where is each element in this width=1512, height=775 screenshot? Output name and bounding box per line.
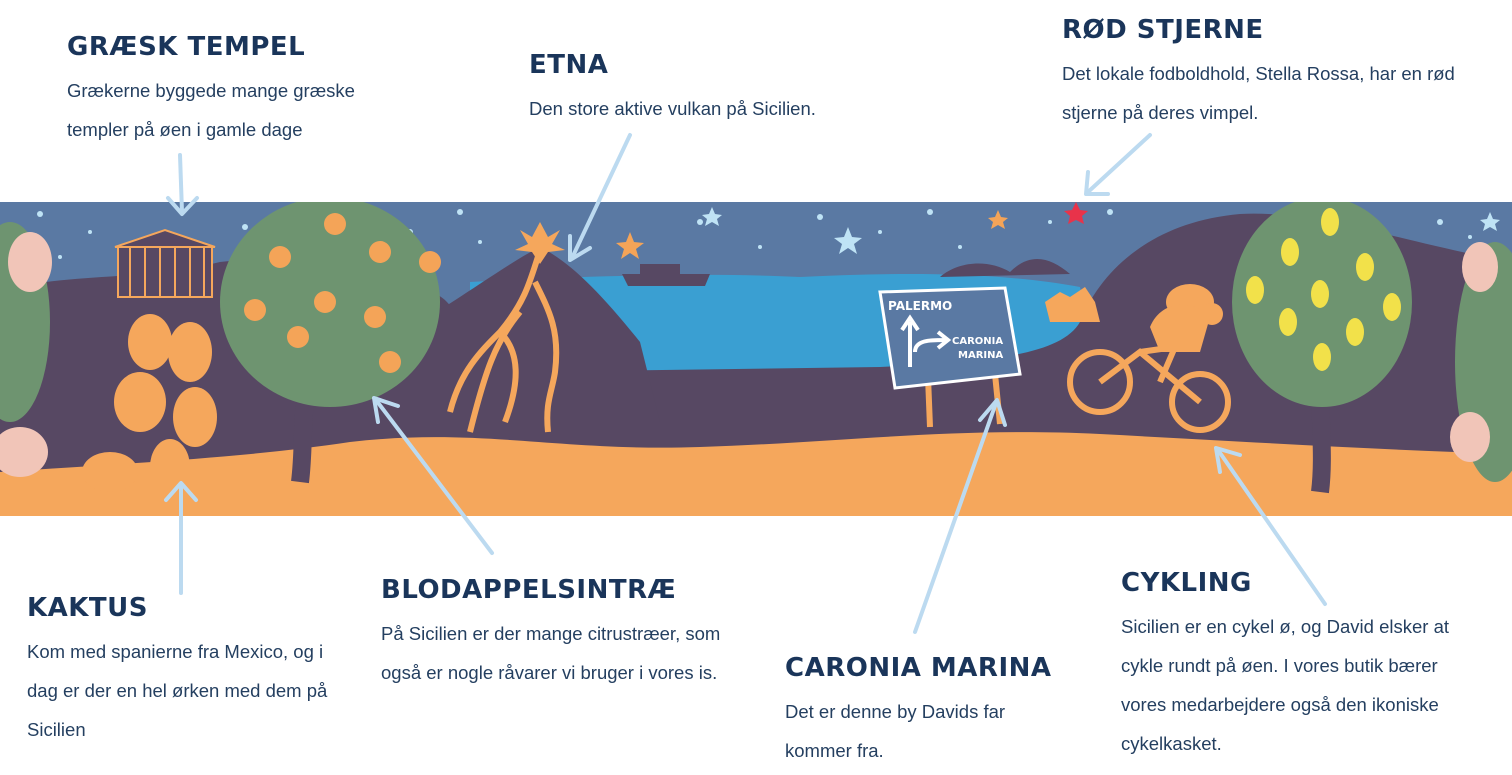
etna-volcano — [420, 247, 660, 422]
sign-label-marina: MARINA — [958, 350, 1003, 361]
far-island — [940, 259, 1070, 277]
callout-title: BLODAPPELSINTRÆ — [381, 575, 677, 605]
eruption-burst — [515, 222, 565, 264]
cyclist — [1067, 343, 1231, 433]
callout-text: Sicilien er en cykel ø, og David elsker … — [1121, 616, 1449, 755]
callout-cycling: CYKLING Sicilien er en cykel ø, og David… — [1121, 568, 1466, 763]
callout-text: Grækerne byggede mange græske templer på… — [67, 80, 355, 141]
callout-text: Den store aktive vulkan på Sicilien. — [529, 98, 816, 120]
callout-cactus: KAKTUS Kom med spanierne fra Mexico, og … — [27, 593, 337, 749]
callout-title: RØD STJERNE — [1062, 15, 1264, 45]
callout-text: Kom med spanierne fra Mexico, og i dag e… — [27, 641, 328, 741]
callout-etna: ETNA Den store aktive vulkan på Sicilien… — [529, 50, 869, 128]
cyclist-body — [1150, 284, 1223, 352]
sign-label-caronia: CARONIA — [952, 336, 1003, 347]
callout-red-star: RØD STJERNE Det lokale fodboldhold, Stel… — [1062, 15, 1462, 132]
callout-title: ETNA — [529, 50, 609, 80]
coastal-town — [1045, 287, 1100, 322]
red-star — [1064, 202, 1088, 224]
sign-label-palermo: PALERMO — [888, 299, 952, 313]
orange-star — [988, 210, 1008, 229]
callout-blood-orange: BLODAPPELSINTRÆ På Sicilien er der mange… — [381, 575, 726, 692]
callout-greek-temple: GRÆSK TEMPEL Grækerne byggede mange græs… — [67, 32, 397, 149]
arrow-star — [1084, 133, 1152, 196]
callout-text: Det lokale fodboldhold, Stella Rossa, ha… — [1062, 63, 1455, 124]
callout-title: CARONIA MARINA — [785, 653, 1052, 683]
callout-text: Det er denne by Davids far kommer fra. — [785, 701, 1006, 762]
callout-title: KAKTUS — [27, 593, 148, 623]
greek-temple — [114, 228, 216, 298]
callout-title: CYKLING — [1121, 568, 1252, 598]
blood-orange-tree — [220, 202, 441, 484]
boat — [622, 264, 710, 286]
callout-text: På Sicilien er der mange citrustræer, so… — [381, 623, 721, 684]
callout-caronia-marina: CARONIA MARINA Det er denne by Davids fa… — [785, 653, 1055, 770]
callout-title: GRÆSK TEMPEL — [67, 32, 306, 62]
left-foliage — [0, 222, 52, 477]
right-foliage — [1450, 242, 1512, 482]
sicily-illustration: PALERMO CARONIA MARINA — [0, 202, 1512, 516]
lava-flow — [447, 249, 560, 433]
